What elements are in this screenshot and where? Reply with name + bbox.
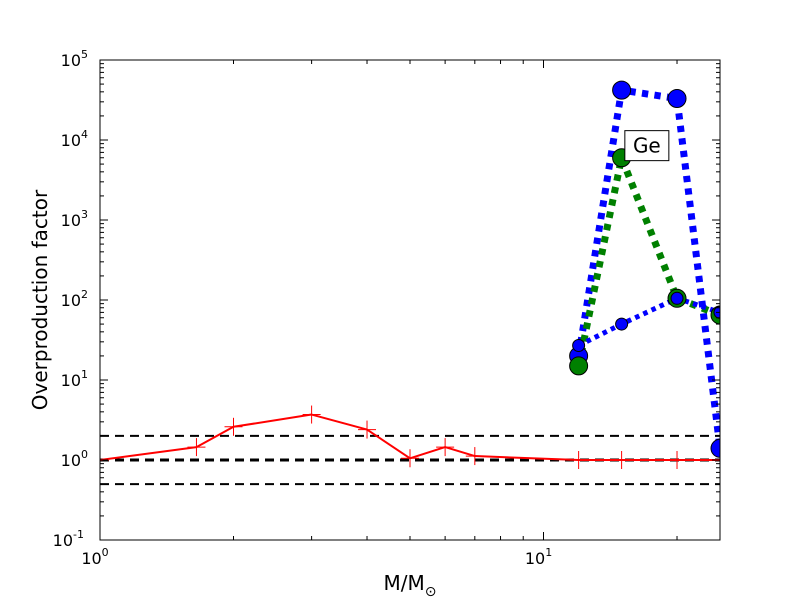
data-point [710, 438, 720, 458]
svg-text:Ge: Ge [633, 134, 661, 158]
x-axis-title: M/M⊙ [384, 571, 437, 600]
series-line [100, 413, 720, 461]
data-point [224, 417, 243, 436]
data-point [615, 317, 629, 331]
data-point [612, 451, 631, 469]
data-point [465, 447, 484, 466]
data-point [358, 420, 377, 439]
y-tick-label: 105 [61, 48, 88, 70]
data-point [572, 338, 586, 352]
data-point [187, 438, 206, 457]
y-tick-label: 101 [61, 368, 88, 390]
y-tick-label: 102 [61, 288, 88, 310]
data-point [302, 405, 321, 424]
data-point [668, 451, 687, 469]
x-tick-label: 100 [81, 546, 108, 568]
series-line [575, 154, 720, 367]
y-tick-label: 103 [61, 208, 88, 230]
data-point [670, 291, 684, 305]
y-tick-label: 104 [61, 128, 88, 150]
y-axis-title: Overproduction factor [28, 189, 52, 410]
data-point [436, 438, 455, 457]
data-point [569, 451, 588, 469]
data-point [612, 80, 632, 100]
data-point [569, 356, 589, 376]
element-annotation: Ge [624, 130, 670, 162]
data-point [667, 89, 687, 109]
y-tick-label: 10-1 [53, 528, 84, 550]
x-tick-label: 101 [525, 546, 552, 568]
data-point [401, 449, 419, 468]
y-tick-label: 100 [61, 448, 88, 470]
